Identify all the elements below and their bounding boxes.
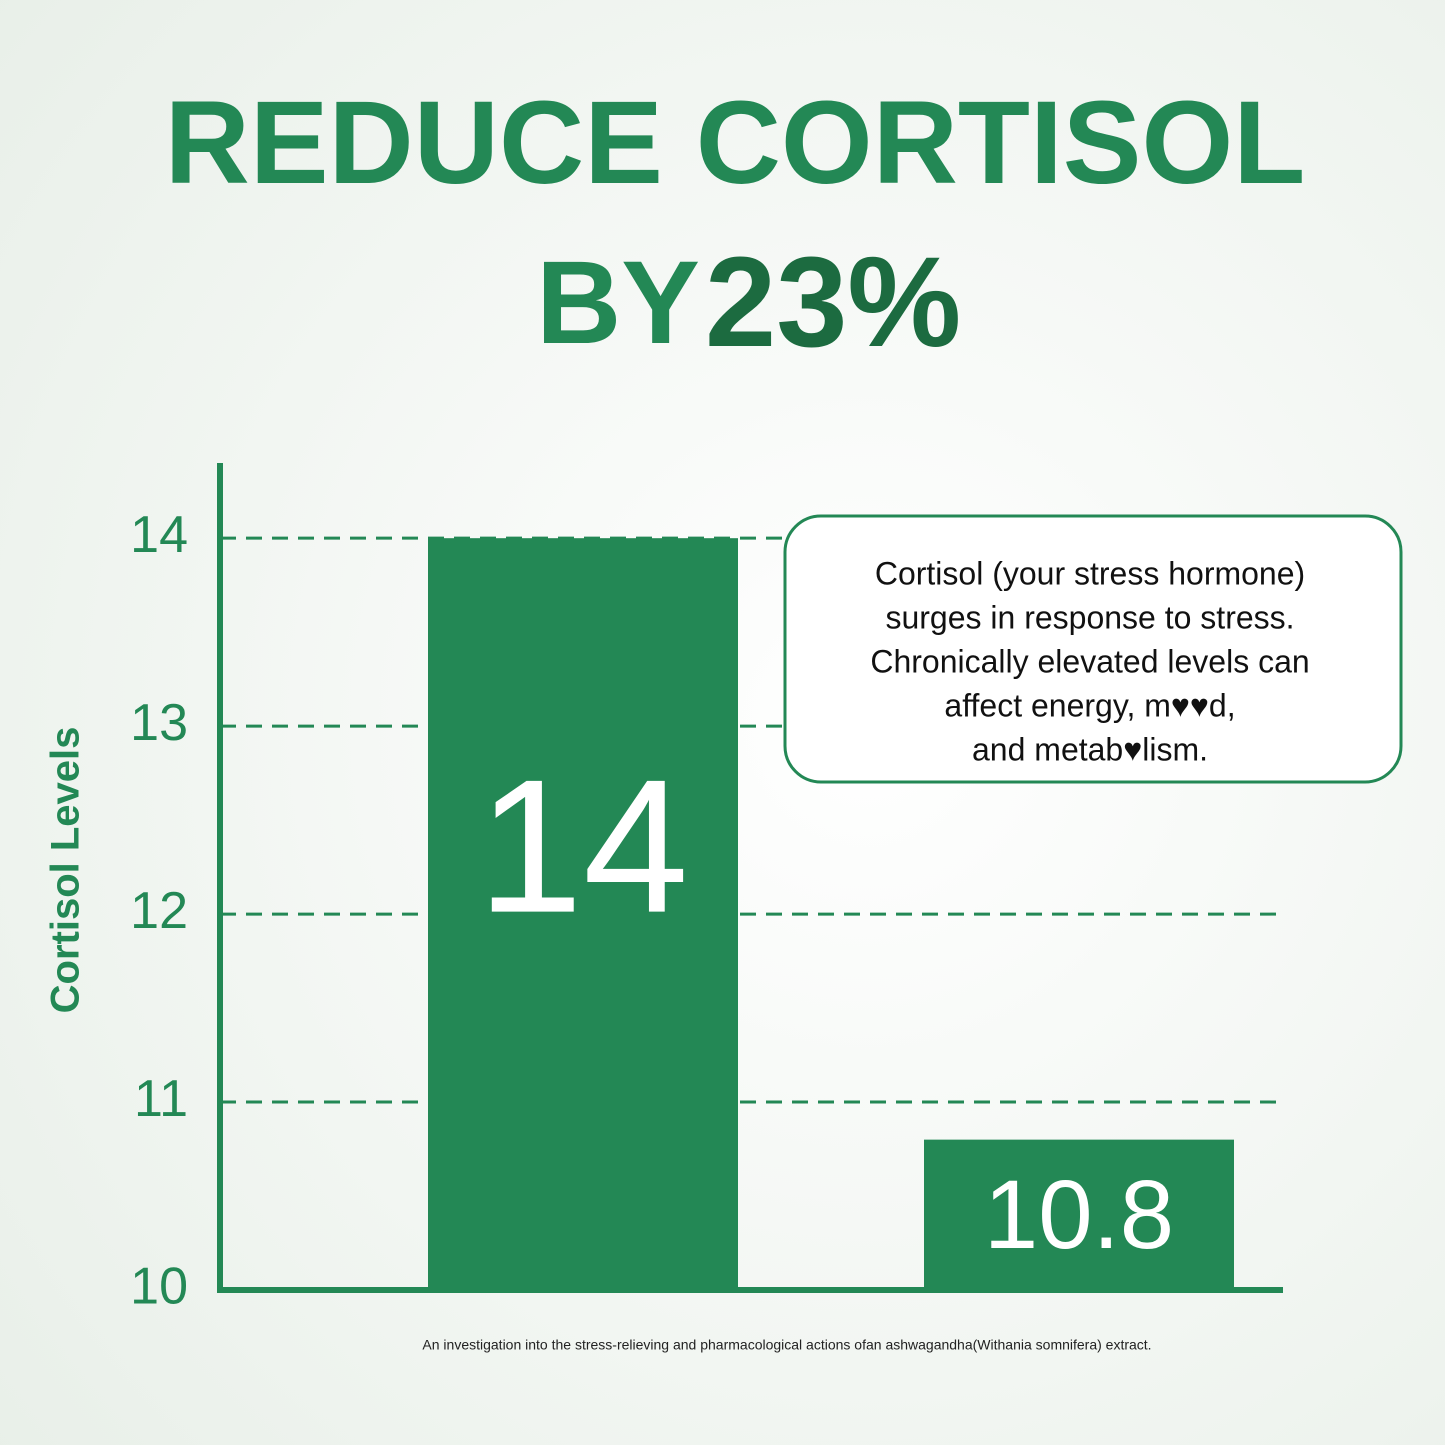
annotation-text: affect energy, m♥♥d, bbox=[944, 687, 1235, 723]
y-tick-label: 14 bbox=[130, 506, 188, 564]
y-tick-label: 11 bbox=[134, 1070, 188, 1128]
bar bbox=[924, 1139, 1234, 1290]
annotation-text: surges in response to stress. bbox=[885, 599, 1294, 635]
axis bbox=[217, 463, 1283, 1293]
y-axis-label: Cortisol Levels bbox=[44, 727, 88, 1014]
value-label: 14 bbox=[477, 741, 688, 953]
annotation-text: Chronically elevated levels can bbox=[870, 643, 1309, 679]
chart-title: REDUCE CORTISOL bbox=[165, 77, 1306, 209]
y-tick-label: 12 bbox=[130, 882, 188, 940]
source-note: An investigation into the stress-relievi… bbox=[422, 1337, 1151, 1353]
chart-title: BY bbox=[536, 237, 700, 369]
bar bbox=[428, 538, 738, 1290]
annotation-text: Cortisol (your stress hormone) bbox=[875, 555, 1305, 591]
value-label: 10.8 bbox=[984, 1160, 1174, 1269]
annotation-text: and metab♥lism. bbox=[972, 731, 1208, 767]
annotation-box bbox=[783, 514, 1403, 784]
y-tick-label: 10 bbox=[130, 1258, 188, 1316]
chart-title-highlight: 23% bbox=[705, 231, 961, 374]
y-tick-label: 13 bbox=[130, 694, 188, 752]
